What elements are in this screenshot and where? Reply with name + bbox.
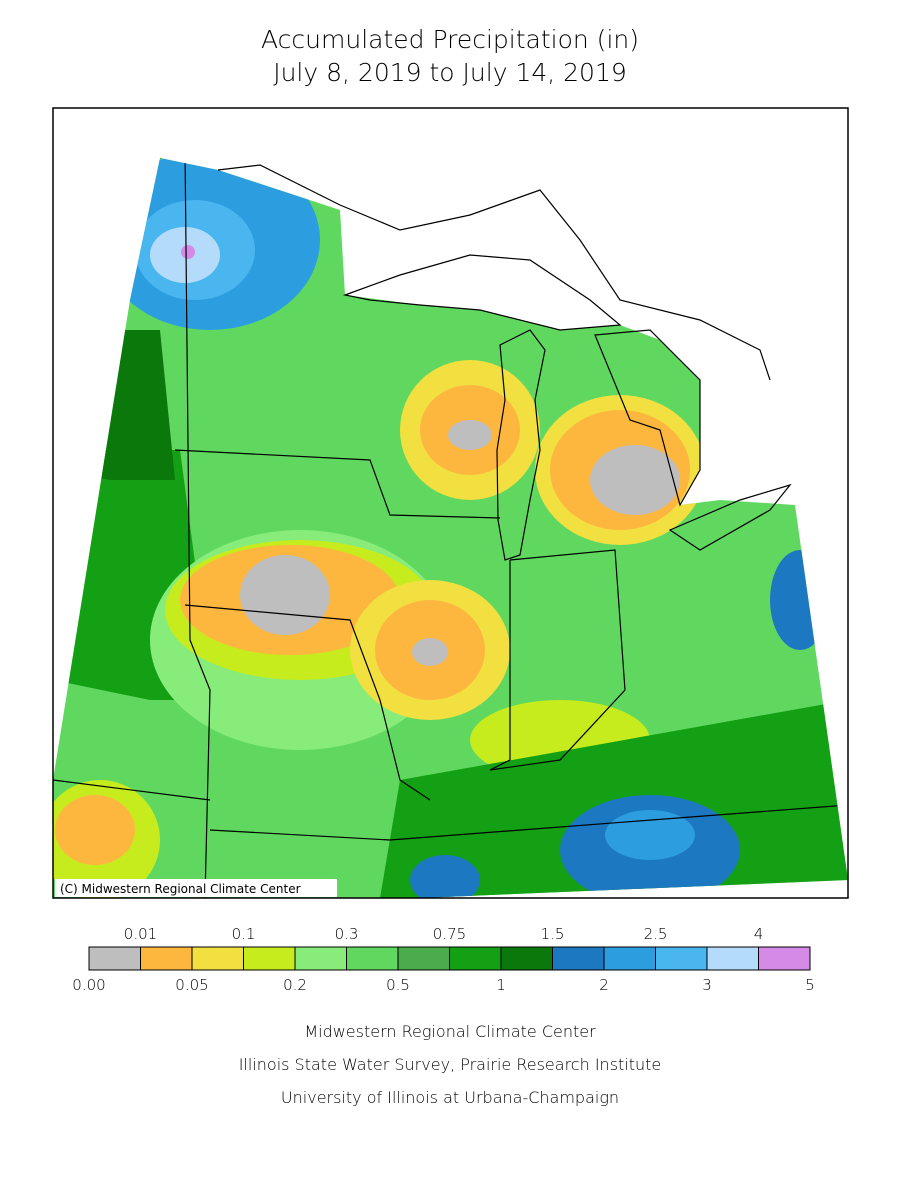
legend-swatch xyxy=(140,946,193,971)
legend-label: 0.1 xyxy=(232,925,256,943)
legend-label: 0.3 xyxy=(335,925,359,943)
legend-swatch xyxy=(88,946,141,971)
legend-swatch xyxy=(346,946,399,971)
legend-swatch xyxy=(655,946,708,971)
legend-swatch xyxy=(397,946,450,971)
legend-swatch xyxy=(758,946,811,971)
legend: 0.00 0.01 0.05 0.1 0.2 0.3 0.5 0.75 1 1.5 2 2.5 3 4 5 xyxy=(72,925,814,994)
credits: Midwestern Regional Climate Center Illino… xyxy=(239,1022,662,1107)
map: (C) Midwestern Regional Climate Center xyxy=(53,158,848,898)
legend-label: 2 xyxy=(599,976,609,994)
subtitle: July 8, 2019 to July 14, 2019 xyxy=(273,58,627,87)
legend-swatch xyxy=(603,946,656,971)
legend-label: 0.75 xyxy=(433,925,466,943)
legend-label: 0.05 xyxy=(175,976,208,994)
legend-label: 1 xyxy=(496,976,506,994)
legend-label: 2.5 xyxy=(644,925,668,943)
credit-line: University of Illinois at Urbana-Champai… xyxy=(281,1088,619,1107)
legend-label: 3 xyxy=(702,976,712,994)
legend-swatch xyxy=(294,946,347,971)
credit-line: Midwestern Regional Climate Center xyxy=(304,1022,596,1041)
legend-label: 0.01 xyxy=(124,925,157,943)
map-frame xyxy=(52,107,849,899)
legend-label: 1.5 xyxy=(541,925,565,943)
legend-label: 0.00 xyxy=(72,976,105,994)
legend-swatch xyxy=(449,946,502,971)
legend-swatch xyxy=(500,946,553,971)
legend-label: 4 xyxy=(754,925,764,943)
legend-swatch xyxy=(243,946,296,971)
legend-label: 5 xyxy=(805,976,815,994)
legend-label: 0.2 xyxy=(283,976,307,994)
credit-line: Illinois State Water Survey, Prairie Res… xyxy=(239,1055,662,1074)
title: Accumulated Precipitation (in) xyxy=(261,25,639,54)
legend-label: 0.5 xyxy=(386,976,410,994)
legend-swatch xyxy=(552,946,605,971)
legend-swatch xyxy=(706,946,759,971)
legend-swatch xyxy=(191,946,244,971)
copyright: (C) Midwestern Regional Climate Center xyxy=(60,882,301,896)
